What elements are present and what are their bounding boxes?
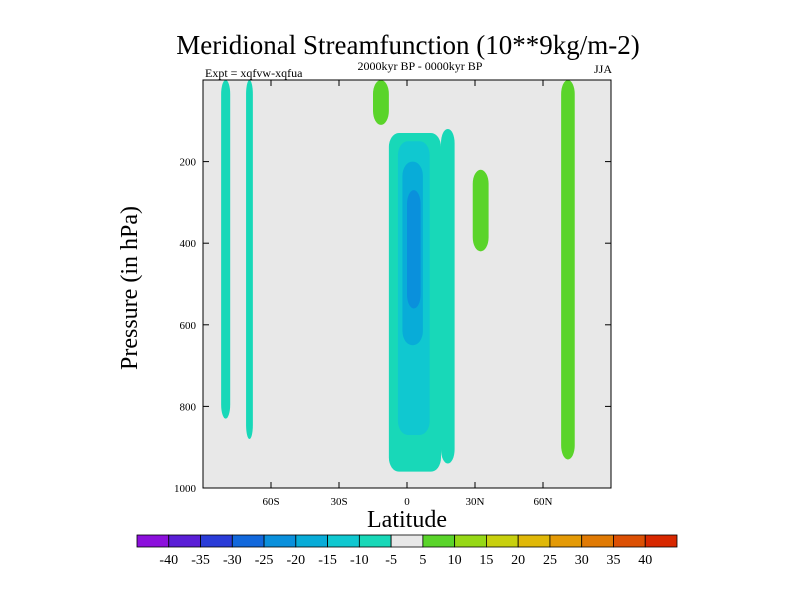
colorbar-label: 25 (543, 553, 557, 568)
contour-regions (221, 80, 575, 472)
x-tick-label: 0 (404, 496, 410, 508)
colorbar-segment (327, 534, 360, 548)
y-tick-label: 200 (180, 157, 197, 169)
colorbar-label: 40 (638, 553, 652, 568)
colorbar-label: 20 (511, 553, 525, 568)
colorbar-segment (295, 534, 328, 548)
colorbar-label: -25 (255, 553, 274, 568)
colorbar-segment (549, 534, 583, 548)
colorbar-label: 30 (575, 553, 589, 568)
y-tick-label: 600 (180, 320, 197, 332)
colorbar-segment (168, 534, 201, 548)
southern-negative-band-2 (246, 80, 253, 440)
y-tick-label: 1000 (174, 483, 197, 495)
colorbar-segment (422, 534, 456, 548)
colorbar-segment (644, 534, 678, 548)
colorbar-label: -40 (159, 553, 178, 568)
x-axis-label: Latitude (367, 507, 447, 533)
x-tick-label: 30S (330, 496, 347, 508)
colorbar-label: 15 (479, 553, 493, 568)
colorbar-segment (613, 534, 646, 548)
y-tick-label: 800 (180, 401, 197, 413)
period-subtitle: 2000kyr BP - 0000kyr BP (358, 59, 483, 73)
colorbar-segment (200, 534, 233, 548)
colorbar-label: -30 (223, 553, 242, 568)
colorbar-segment (136, 534, 170, 548)
colorbar: -40 -35 -30 -25 -20 -15 -10 -5 5 10 15 20 25 30 35 40 (136, 534, 678, 568)
colorbar-segment (358, 534, 392, 548)
colorbar-label: 10 (448, 553, 462, 568)
equatorial-negative-cell-core-20 (407, 190, 421, 309)
subtropical-positive-cell (472, 169, 489, 252)
northern-positive-band (561, 80, 575, 460)
colorbar-segment (581, 534, 614, 548)
y-axis-ticks: 200 400 600 800 1000 (174, 157, 611, 495)
season-label: JJA (594, 62, 612, 76)
plot-area: 60S 30S 0 30N 60N 200 400 600 800 1000 (174, 79, 612, 508)
colorbar-segment (231, 534, 265, 548)
colorbar-label: -5 (385, 553, 397, 568)
colorbar-segment (454, 534, 487, 548)
x-axis-ticks: 60S 30S 0 30N 60N (262, 80, 553, 508)
southern-negative-band-1 (221, 80, 231, 419)
upper-positive-strip (373, 80, 389, 125)
subtropical-negative-arm (441, 128, 455, 464)
y-tick-label: 400 (180, 238, 197, 250)
x-tick-label: 60N (534, 496, 553, 508)
colorbar-segment (486, 534, 519, 548)
colorbar-segment (263, 534, 297, 548)
experiment-label: Expt = xqfvw-xqfua (205, 66, 303, 80)
x-tick-label: 30N (466, 496, 485, 508)
colorbar-segment (517, 534, 551, 548)
colorbar-label: -20 (286, 553, 305, 568)
colorbar-label: -35 (191, 553, 210, 568)
chart-title: Meridional Streamfunction (10**9kg/m-2) (176, 30, 639, 60)
colorbar-segment (390, 534, 424, 548)
colorbar-label: -10 (350, 553, 369, 568)
x-tick-label: 60S (262, 496, 279, 508)
colorbar-label: -15 (318, 553, 337, 568)
colorbar-label: 5 (419, 553, 426, 568)
y-axis-label: Pressure (in hPa) (117, 206, 143, 370)
colorbar-label: 35 (606, 553, 620, 568)
